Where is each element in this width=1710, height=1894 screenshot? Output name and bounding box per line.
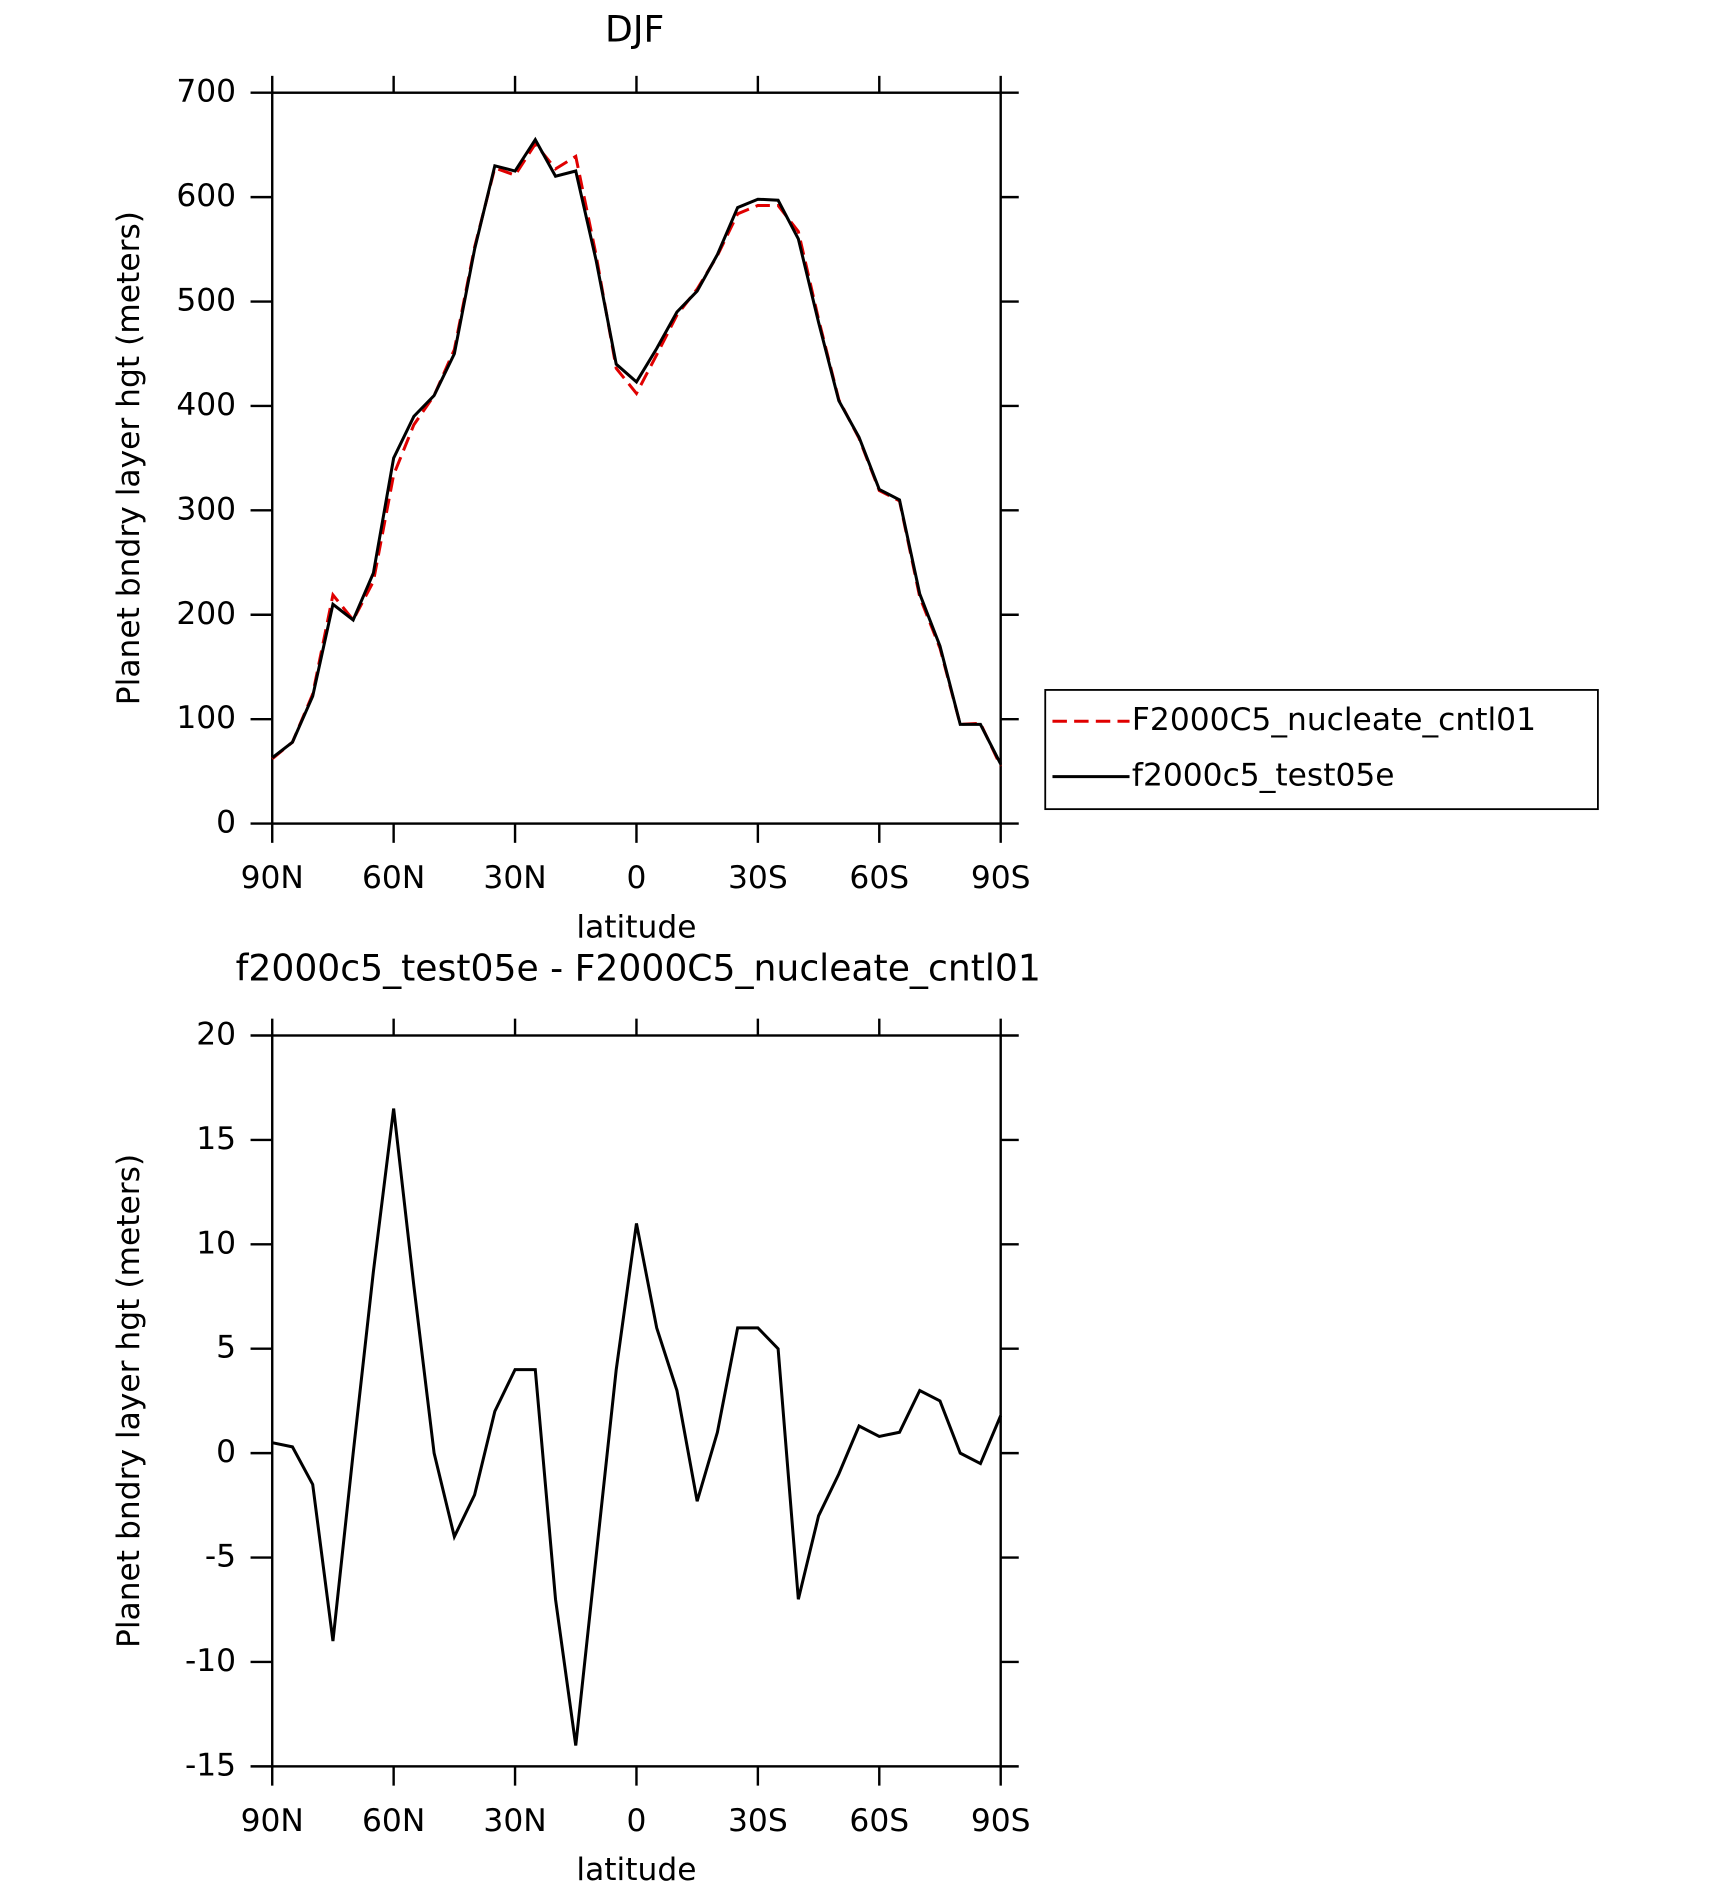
chart-title: DJF <box>605 7 664 50</box>
y-axis-label: Planet bndry layer hgt (meters) <box>111 1154 147 1648</box>
chart-title: f2000c5_test05e - F2000C5_nucleate_cntl0… <box>236 946 1041 989</box>
x-tick-label: 90S <box>971 1803 1031 1839</box>
y-tick-label: 5 <box>216 1330 236 1366</box>
series-line <box>271 136 1003 765</box>
y-tick-label: -15 <box>185 1747 236 1783</box>
y-tick-label: 200 <box>176 596 236 632</box>
series-line <box>271 141 1003 767</box>
x-axis-label: latitude <box>576 909 696 945</box>
legend-label: f2000c5_test05e <box>1132 758 1395 794</box>
y-tick-label: 400 <box>176 387 236 423</box>
y-tick-label: -5 <box>205 1539 236 1575</box>
x-tick-label: 90N <box>241 1803 304 1839</box>
x-tick-label: 90N <box>241 860 304 896</box>
y-axis-label: Planet bndry layer hgt (meters) <box>111 211 147 705</box>
x-tick-label: 60S <box>849 860 909 896</box>
x-tick-label: 30S <box>728 1803 788 1839</box>
y-tick-label: 20 <box>196 1016 236 1052</box>
y-tick-label: 0 <box>216 805 236 841</box>
x-tick-label: 90S <box>971 860 1031 896</box>
y-tick-label: 700 <box>176 74 236 110</box>
y-tick-label: -10 <box>185 1643 236 1679</box>
plot-frame <box>271 91 1002 825</box>
x-axis-label: latitude <box>576 1852 696 1888</box>
y-tick-label: 100 <box>176 700 236 736</box>
x-tick-label: 30S <box>728 860 788 896</box>
series-line <box>271 1108 1003 1746</box>
x-tick-label: 60N <box>362 1803 425 1839</box>
y-tick-label: 600 <box>176 178 236 214</box>
x-tick-label: 0 <box>627 860 647 896</box>
legend-box <box>1044 689 1599 811</box>
y-tick-label: 10 <box>196 1225 236 1261</box>
x-tick-label: 0 <box>627 1803 647 1839</box>
x-tick-label: 60N <box>362 860 425 896</box>
x-tick-label: 30N <box>483 860 546 896</box>
x-tick-label: 30N <box>483 1803 546 1839</box>
y-tick-label: 300 <box>176 491 236 527</box>
plot-frame <box>271 1034 1002 1768</box>
y-tick-label: 500 <box>176 283 236 319</box>
x-tick-label: 60S <box>849 1803 909 1839</box>
y-tick-label: 0 <box>216 1434 236 1470</box>
legend-label: F2000C5_nucleate_cntl01 <box>1132 702 1536 738</box>
y-tick-label: 15 <box>196 1121 236 1157</box>
